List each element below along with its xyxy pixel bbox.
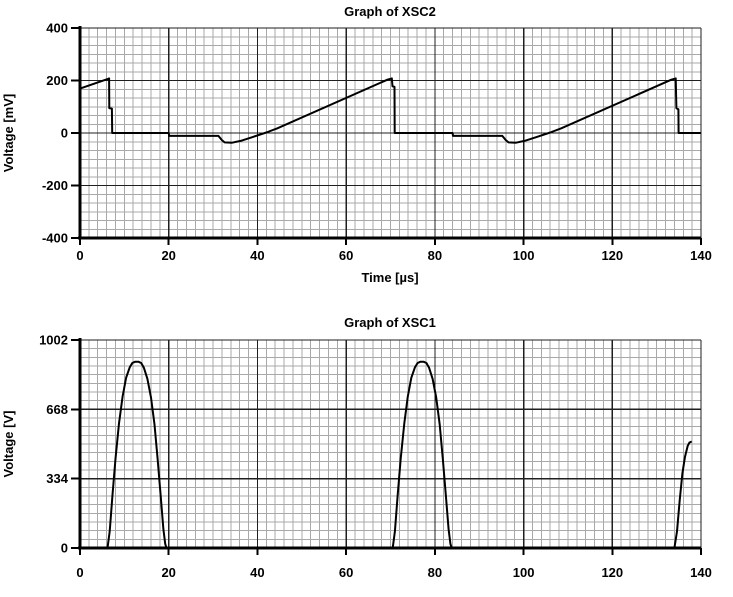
xsc1-trace	[80, 360, 693, 549]
xsc2-y-tick-label: -200	[42, 178, 68, 193]
xsc2-x-tick-label: 0	[76, 248, 83, 263]
xsc2-y-tick-label: 400	[46, 21, 68, 36]
xsc2-x-tick-label: 100	[513, 248, 535, 263]
xsc2-plot-area: 0 20 40 60 80 100 120 140 400 200 0 -200 -400	[42, 21, 712, 264]
xsc1-plot-area: 0 20 40 60 80 100 120 140 1002 668 334 0	[39, 333, 712, 581]
xsc1-y-tick-label: 334	[46, 471, 68, 486]
xsc2-yaxis-label: Voltage [mV]	[1, 94, 16, 173]
xsc1-minor-grid	[79, 339, 702, 549]
xsc2-xaxis-label: Time [µs]	[361, 270, 418, 285]
xsc1-chart: 0 20 40 60 80 100 120 140 1002 668 334 0 Graph of X…	[1, 315, 712, 580]
xsc1-axes	[78, 338, 701, 550]
xsc2-x-tick-label: 60	[339, 248, 353, 263]
xsc2-x-tick-label: 20	[161, 248, 175, 263]
xsc1-x-tick-label: 0	[76, 565, 83, 580]
xsc1-tick-marks	[71, 339, 702, 555]
xsc1-major-grid	[80, 339, 702, 548]
xsc2-y-tick-label: 0	[61, 126, 68, 141]
xsc2-chart: 0 20 40 60 80 100 120 140 400 200 0 -200 -400 Graph …	[1, 4, 712, 285]
xsc1-x-tick-label: 140	[690, 565, 712, 580]
xsc1-x-tick-label: 60	[339, 565, 353, 580]
xsc1-x-tick-label: 100	[513, 565, 535, 580]
xsc1-x-tick-label: 120	[601, 565, 623, 580]
xsc2-y-tick-label: 200	[46, 73, 68, 88]
xsc2-tick-marks	[71, 27, 702, 245]
xsc1-x-tick-label: 80	[428, 565, 442, 580]
xsc2-trace	[79, 77, 701, 144]
xsc1-y-tick-label: 668	[46, 402, 68, 417]
xsc1-x-tick-label: 40	[250, 565, 264, 580]
xsc2-x-tick-label: 140	[690, 248, 712, 263]
xsc1-title: Graph of XSC1	[344, 315, 436, 330]
xsc1-y-tick-label: 1002	[39, 333, 68, 348]
xsc2-x-tick-label: 80	[428, 248, 442, 263]
xsc2-y-tick-label: -400	[42, 231, 68, 246]
xsc2-axes	[78, 26, 701, 240]
xsc2-title: Graph of XSC2	[344, 4, 436, 19]
xsc2-x-tick-label: 120	[601, 248, 623, 263]
xsc1-x-tick-label: 20	[161, 565, 175, 580]
xsc1-yaxis-label: Voltage [V]	[1, 411, 16, 478]
xsc1-y-tick-label: 0	[61, 541, 68, 556]
xsc2-x-tick-label: 40	[250, 248, 264, 263]
